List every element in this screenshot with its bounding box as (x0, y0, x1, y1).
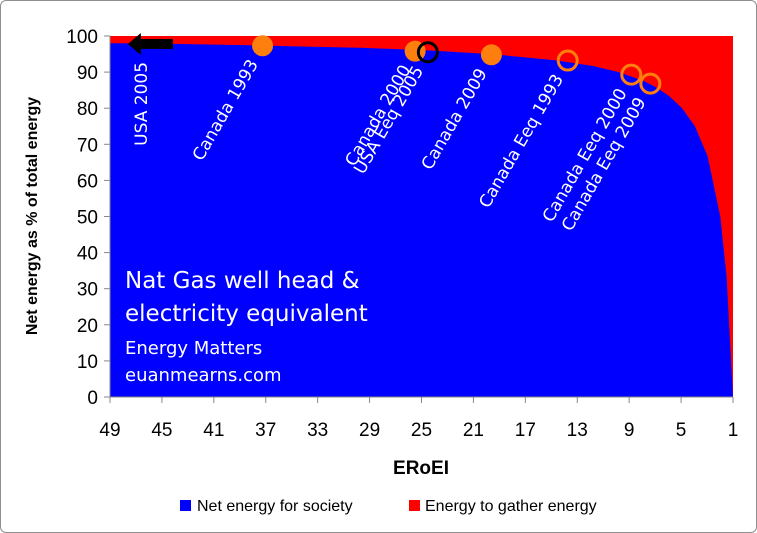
y-tick-label: 100 (66, 27, 98, 48)
y-tick-label: 90 (77, 63, 98, 84)
marker-usa-eeq-2005 (416, 41, 439, 64)
legend-swatch-gather-energy (409, 500, 420, 511)
x-tick-label: 41 (203, 420, 224, 441)
marker-usa-2005-arrow-head (127, 32, 141, 55)
annotation-line-3: Energy Matters (125, 338, 262, 359)
legend-swatch-net-energy (180, 500, 191, 511)
y-axis-title: Net energy as % of total energy (24, 97, 41, 335)
marker-canada-eeq-2000 (620, 63, 643, 86)
marker-canada-1993 (252, 35, 274, 57)
legend: Net energy for society Energy to gather … (180, 498, 597, 515)
x-tick-label: 13 (567, 420, 588, 441)
y-tick-label: 0 (87, 388, 98, 409)
y-tick-label: 40 (77, 244, 98, 265)
x-tick-label: 5 (676, 420, 687, 441)
net-energy-area (110, 43, 733, 397)
annotation-line-2: electricity equivalent (125, 301, 368, 327)
marker-usa-2005-arrow-shaft (140, 38, 173, 49)
x-tick-label: 29 (359, 420, 380, 441)
legend-label-net-energy: Net energy for society (197, 498, 353, 515)
x-tick-label: 21 (463, 420, 484, 441)
marker-canada-2009 (480, 44, 502, 66)
x-tick-label: 17 (515, 420, 536, 441)
y-tick-label: 20 (77, 316, 98, 337)
x-tick-label: 49 (99, 420, 120, 441)
y-tick-label: 30 (77, 280, 98, 301)
marker-layer (127, 32, 662, 95)
x-tick-label: 9 (624, 420, 635, 441)
annotation-line-1: Nat Gas well head & (125, 268, 360, 294)
x-axis-title: ERoEI (393, 458, 449, 479)
x-tick-label: 37 (255, 420, 276, 441)
y-tick-label: 10 (77, 352, 98, 373)
legend-label-gather-energy: Energy to gather energy (425, 498, 597, 515)
x-tick-label: 33 (307, 420, 328, 441)
x-tick-label: 1 (728, 420, 739, 441)
x-tick-label: 25 (411, 420, 432, 441)
marker-canada-eeq-2009 (639, 72, 662, 95)
y-tick-label: 80 (77, 99, 98, 120)
y-tick-label: 50 (77, 208, 98, 229)
marker-label-usa-2005: USA 2005 (132, 62, 152, 146)
x-tick-layer: 49 45 41 37 33 29 25 21 17 13 9 5 1 (99, 397, 738, 441)
y-tick-layer: 0 10 20 30 40 50 60 70 80 90 100 (66, 27, 110, 409)
annotation-line-4: euanmearns.com (125, 365, 282, 386)
annotation-layer: Nat Gas well head & electricity equivalen… (125, 268, 368, 386)
marker-canada-eeq-1993 (556, 49, 579, 72)
y-tick-label: 70 (77, 135, 98, 156)
area-layer (110, 36, 733, 397)
x-tick-label: 45 (151, 420, 172, 441)
y-tick-label: 60 (77, 171, 98, 192)
